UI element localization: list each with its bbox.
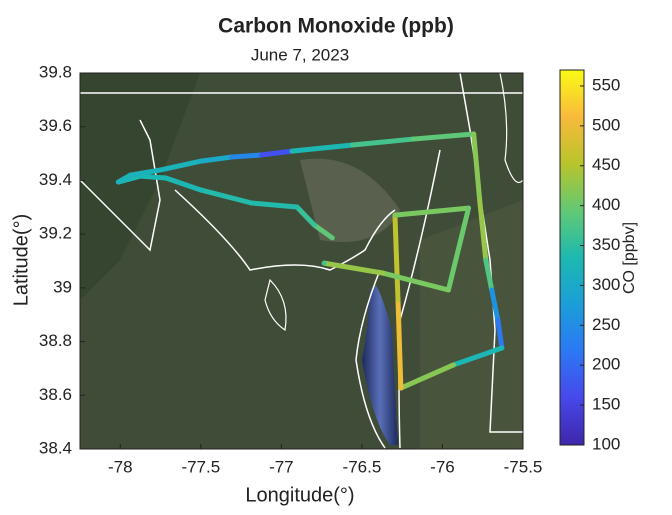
track-segment (289, 142, 356, 154)
track-segment (294, 204, 317, 228)
y-tick-label: 39 (53, 277, 72, 296)
chart-title: Carbon Monoxide (ppb) (218, 15, 454, 38)
track-segment (163, 175, 204, 193)
y-tick-label: 38.4 (39, 438, 72, 457)
x-tick-label: -77 (269, 457, 294, 476)
y-axis-label: Latitude(°) (10, 214, 32, 307)
y-tick-label: 39.8 (39, 62, 72, 81)
track-segment (450, 345, 505, 368)
track-segment (259, 148, 295, 158)
track-segment (321, 260, 386, 276)
track-segment (398, 362, 456, 391)
colorbar-tick-label: 300 (592, 275, 620, 294)
track-segment (471, 131, 483, 203)
colorbar-tick-label: 500 (592, 115, 620, 134)
colorbar-tick-label: 200 (592, 355, 620, 374)
track-segment (392, 212, 401, 303)
y-tick-label: 38.6 (39, 385, 72, 404)
colorbar-tick-label: 250 (592, 315, 620, 334)
colorbar-tick-label: 100 (592, 434, 620, 453)
y-tick-label: 39.2 (39, 224, 72, 243)
colorbar-label: CO [ppbv] (621, 222, 638, 294)
x-axis-label: Longitude(°) (245, 484, 354, 506)
colorbar-tick-label: 150 (592, 395, 620, 414)
track-segment (138, 173, 169, 181)
track-segment (392, 205, 472, 218)
track-segment (127, 167, 164, 178)
track-segment (228, 152, 265, 160)
track-segment (395, 297, 404, 391)
track-segment (311, 222, 335, 241)
colorbar-tick-label: 400 (592, 195, 620, 214)
track-segment (489, 287, 501, 323)
track-segment (158, 158, 204, 173)
x-tick-label: -76.5 (343, 457, 382, 476)
track-segment (249, 200, 300, 210)
track-segment (477, 197, 489, 263)
track-segment (483, 257, 495, 293)
colorbar (559, 69, 585, 446)
colorbar-tick-label: 350 (592, 235, 620, 254)
chart-subtitle: June 7, 2023 (251, 45, 349, 64)
y-tick-label: 39.6 (39, 116, 72, 135)
track-segment (198, 154, 234, 164)
x-tick-label: -75.5 (504, 457, 543, 476)
colorbar-tick-label: 550 (592, 75, 620, 94)
x-tick-label: -77.5 (181, 457, 220, 476)
flight-track (115, 131, 505, 391)
track-segment (350, 136, 416, 148)
track-segment (445, 205, 472, 293)
colorbar-tick-label: 450 (592, 155, 620, 174)
plot-frame (79, 72, 524, 450)
track-segment (495, 317, 505, 351)
track-segment (198, 187, 255, 206)
y-tick-label: 38.8 (39, 331, 72, 350)
track-segment (410, 131, 477, 142)
x-tick-label: -78 (108, 457, 133, 476)
y-tick-label: 39.4 (39, 170, 72, 189)
track-segment (380, 270, 451, 293)
x-tick-label: -76 (430, 457, 455, 476)
